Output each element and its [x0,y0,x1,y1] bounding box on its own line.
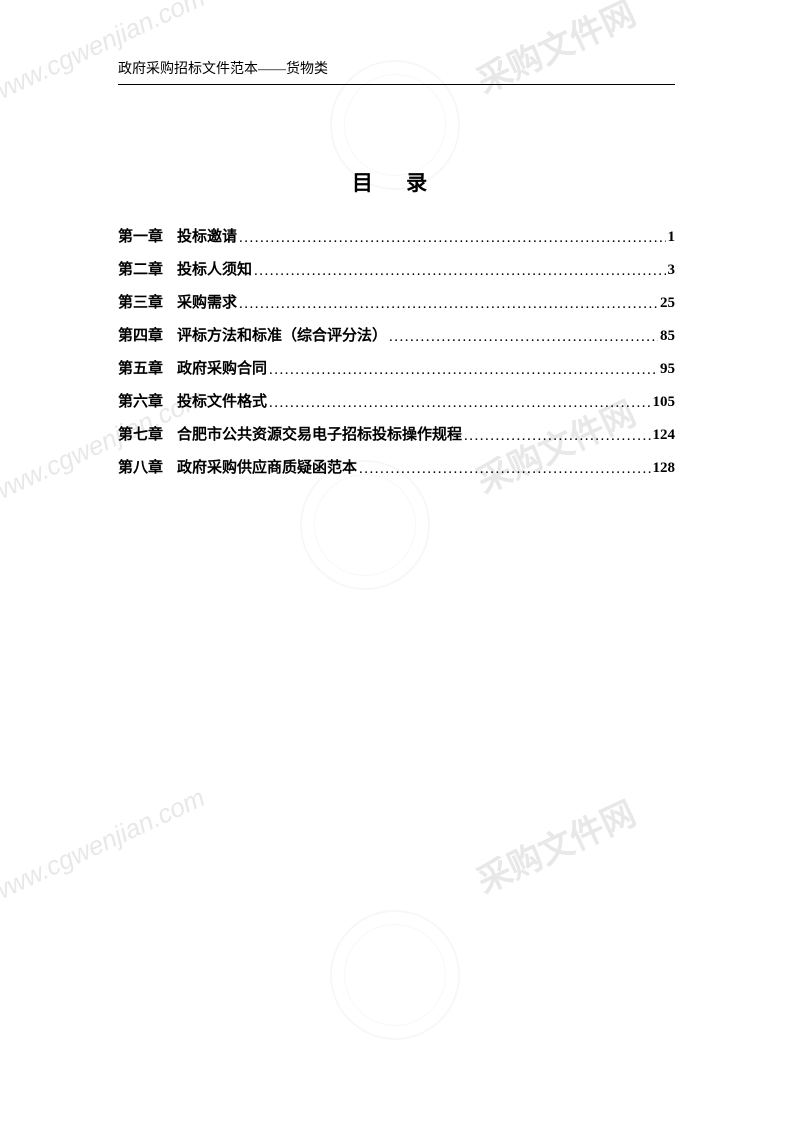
toc-dots [254,263,665,280]
toc-name: 投标文件格式 [177,390,267,411]
toc-name: 评标方法和标准（综合评分法） [177,324,387,345]
toc-page: 95 [660,361,675,378]
toc-chapter: 第四章 [118,324,163,345]
toc-dots [239,230,665,247]
toc-list: 第一章 投标邀请 1 第二章 投标人须知 3 第三章 采购需求 25 第四章 评… [118,225,675,477]
toc-item: 第三章 采购需求 25 [118,291,675,312]
toc-item: 第七章 合肥市公共资源交易电子招标投标操作规程 124 [118,423,675,444]
toc-item: 第六章 投标文件格式 105 [118,390,675,411]
toc-name: 政府采购合同 [177,357,267,378]
toc-page: 128 [653,460,676,477]
toc-name: 合肥市公共资源交易电子招标投标操作规程 [177,423,462,444]
toc-name: 投标人须知 [177,258,252,279]
toc-dots [464,428,650,445]
page-header: 政府采购招标文件范本——货物类 [118,58,675,85]
toc-chapter: 第一章 [118,225,163,246]
toc-page: 124 [653,427,676,444]
toc-chapter: 第八章 [118,456,163,477]
toc-chapter: 第七章 [118,423,163,444]
toc-name: 采购需求 [177,291,237,312]
toc-name: 政府采购供应商质疑函范本 [177,456,357,477]
toc-item: 第五章 政府采购合同 95 [118,357,675,378]
watermark-cn: 采购文件网 [468,786,643,902]
toc-chapter: 第五章 [118,357,163,378]
toc-page: 25 [660,295,675,312]
toc-item: 第八章 政府采购供应商质疑函范本 128 [118,456,675,477]
toc-item: 第一章 投标邀请 1 [118,225,675,246]
toc-dots [359,461,650,478]
toc-name: 投标邀请 [177,225,237,246]
toc-page: 3 [668,262,676,279]
toc-chapter: 第六章 [118,390,163,411]
watermark-url: www.cgwenjian.com [0,782,210,909]
toc-page: 105 [653,394,676,411]
page-container: 政府采购招标文件范本——货物类 目 录 第一章 投标邀请 1 第二章 投标人须知… [0,0,793,549]
toc-dots [389,329,658,346]
toc-item: 第二章 投标人须知 3 [118,258,675,279]
toc-chapter: 第三章 [118,291,163,312]
toc-dots [269,362,658,379]
toc-chapter: 第二章 [118,258,163,279]
toc-item: 第四章 评标方法和标准（综合评分法） 85 [118,324,675,345]
toc-title: 目 录 [118,167,675,197]
toc-page: 85 [660,328,675,345]
toc-dots [269,395,650,412]
toc-page: 1 [668,229,676,246]
toc-dots [239,296,658,313]
watermark-logo-icon [330,910,460,1040]
